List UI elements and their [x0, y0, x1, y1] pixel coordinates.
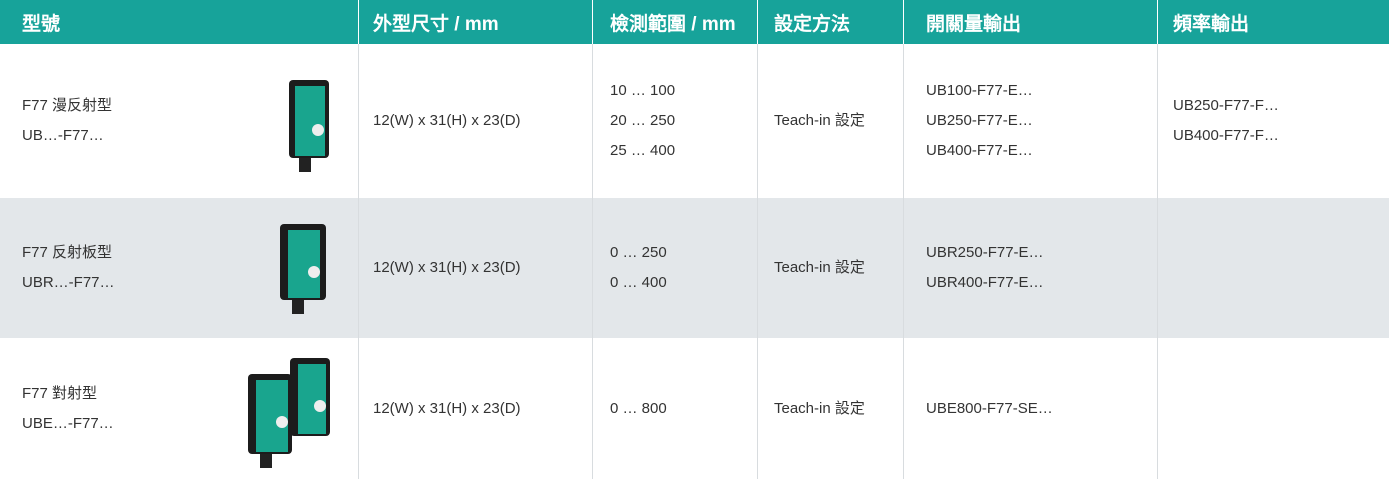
cell-line: UB250-F77-E… — [926, 112, 1033, 129]
cell-line: UB400-F77-F… — [1173, 127, 1279, 144]
table-cell — [1157, 198, 1389, 338]
cell-line: F77 反射板型 — [22, 244, 113, 261]
cell-line: UBR…-F77… — [22, 274, 115, 291]
header-cell: 外型尺寸 / mm — [358, 0, 592, 44]
cell-line: F77 漫反射型 — [22, 97, 113, 114]
table-cell: F77 反射板型 UBR…-F77… — [0, 198, 358, 338]
header-text: 檢測範圍 / mm — [610, 13, 736, 35]
table-cell: 12(W) x 31(H) x 23(D) — [358, 44, 592, 198]
table-cell: Teach-in 設定 — [757, 198, 903, 338]
cell-line: 0 … 250 — [610, 244, 667, 261]
cell-line: UB250-F77-F… — [1173, 97, 1279, 114]
cell-text: Teach-in 設定 — [774, 112, 865, 129]
cell-line: UB100-F77-E… — [926, 82, 1033, 99]
cell-text: Teach-in 設定 — [774, 399, 865, 417]
table-cell: Teach-in 設定 — [757, 44, 903, 198]
header-text: 外型尺寸 / mm — [373, 13, 499, 35]
cell-text: 12(W) x 31(H) x 23(D) — [373, 399, 521, 417]
table-row: F77 對射型 UBE…-F77… 12(W) x 31(H) x 23(D) 0 …… — [0, 338, 1389, 479]
table-cell: UB100-F77-E… UB250-F77-E… UB400-F77-E… — [903, 44, 1157, 198]
header-cell: 設定方法 — [757, 0, 903, 44]
cell-line: UB400-F77-E… — [926, 142, 1033, 159]
header-row: 型號 外型尺寸 / mm 檢測範圍 / mm 設定方法 開關量輸出 頻率輸出 — [0, 0, 1389, 44]
table-cell: 12(W) x 31(H) x 23(D) — [358, 198, 592, 338]
cell-line: 20 … 250 — [610, 112, 676, 129]
sensor-image — [289, 80, 329, 172]
table-cell — [1157, 338, 1389, 479]
header-text: 設定方法 — [774, 13, 851, 35]
cell-line: UBE…-F77… — [22, 414, 114, 432]
cell-line: 10 … 100 — [610, 82, 676, 99]
cell-text: 12(W) x 31(H) x 23(D) — [373, 112, 521, 129]
cell-line: UBR400-F77-E… — [926, 274, 1044, 291]
table-row: F77 漫反射型 UB…-F77… 12(W) x 31(H) x 23(D) 10 … — [0, 44, 1389, 198]
cell-text: Teach-in 設定 — [774, 259, 865, 276]
cell-text: 12(W) x 31(H) x 23(D) — [373, 259, 521, 276]
table-cell: 12(W) x 31(H) x 23(D) — [358, 338, 592, 479]
header-cell: 型號 — [0, 0, 358, 44]
sensor-image — [280, 224, 326, 314]
cell-line: UBR250-F77-E… — [926, 244, 1044, 261]
cell-line: UB…-F77… — [22, 127, 104, 144]
table-cell: 10 … 100 20 … 250 25 … 400 — [592, 44, 757, 198]
table-cell: Teach-in 設定 — [757, 338, 903, 479]
header-text: 型號 — [22, 13, 61, 35]
cell-line: 0 … 400 — [610, 274, 667, 291]
cell-line: 25 … 400 — [610, 142, 676, 159]
table-cell: UBE800-F77-SE… — [903, 338, 1157, 479]
cell-line: UBE800-F77-SE… — [926, 399, 1053, 417]
header-text: 開關量輸出 — [926, 13, 1022, 35]
table-cell: 0 … 250 0 … 400 — [592, 198, 757, 338]
table-cell: F77 對射型 UBE…-F77… — [0, 338, 358, 479]
header-cell: 開關量輸出 — [903, 0, 1157, 44]
header-cell: 檢測範圍 / mm — [592, 0, 757, 44]
cell-line: F77 對射型 — [22, 384, 98, 402]
sensor-image — [248, 358, 330, 468]
cell-line: 0 … 800 — [610, 399, 667, 417]
table-cell: 0 … 800 — [592, 338, 757, 479]
header-cell: 頻率輸出 — [1157, 0, 1389, 44]
header-text: 頻率輸出 — [1173, 13, 1250, 35]
table-cell: F77 漫反射型 UB…-F77… — [0, 44, 358, 198]
table-row: F77 反射板型 UBR…-F77… 12(W) x 31(H) x 23(D) 0 … — [0, 198, 1389, 338]
table-cell: UBR250-F77-E… UBR400-F77-E… — [903, 198, 1157, 338]
table-cell: UB250-F77-F… UB400-F77-F… — [1157, 44, 1389, 198]
